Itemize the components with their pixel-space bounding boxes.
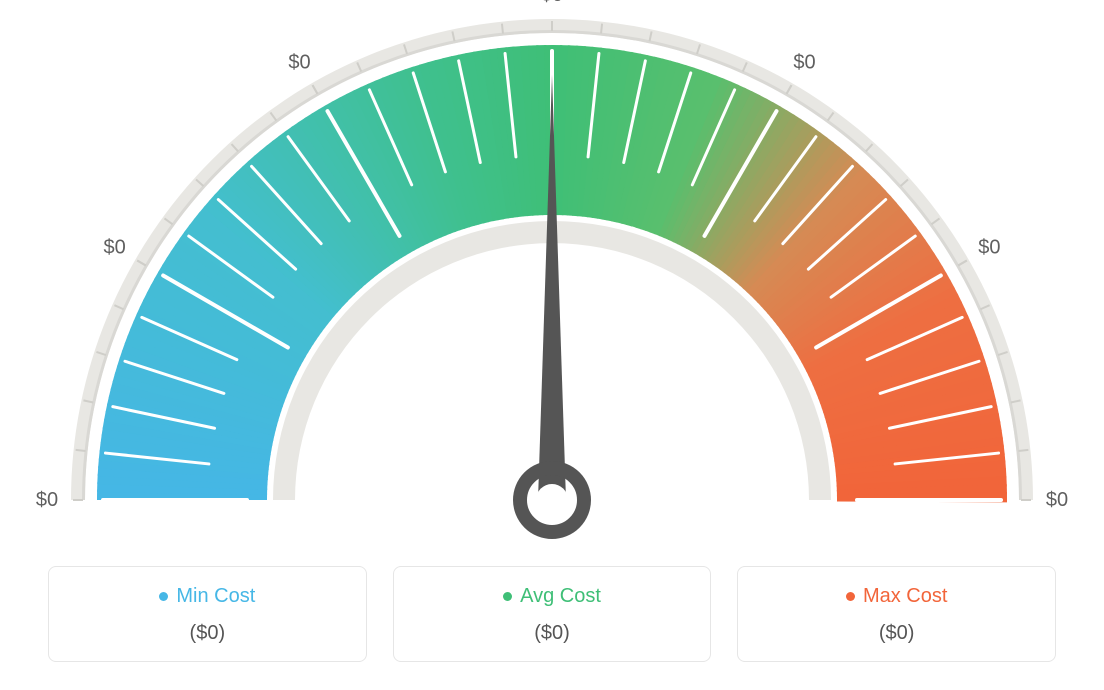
legend-label-min: Min Cost	[159, 585, 255, 608]
svg-text:$0: $0	[793, 52, 815, 74]
dot-icon	[503, 592, 512, 601]
legend-value-min: ($0)	[59, 622, 356, 645]
legend-value-avg: ($0)	[404, 622, 701, 645]
svg-text:$0: $0	[104, 237, 126, 259]
svg-text:$0: $0	[1046, 489, 1068, 511]
svg-text:$0: $0	[978, 237, 1000, 259]
legend-label-avg: Avg Cost	[503, 585, 601, 608]
legend-label-max: Max Cost	[846, 585, 947, 608]
gauge-chart: $0 $0 $0 $0 $0 $0 $0	[0, 0, 1104, 560]
legend-label-text: Min Cost	[176, 585, 255, 608]
svg-text:$0: $0	[36, 489, 58, 511]
dot-icon	[159, 592, 168, 601]
legend-card-avg: Avg Cost ($0)	[393, 566, 712, 662]
dot-icon	[846, 592, 855, 601]
legend-value-max: ($0)	[748, 622, 1045, 645]
svg-text:$0: $0	[288, 52, 310, 74]
legend-row: Min Cost ($0) Avg Cost ($0) Max Cost ($0…	[48, 566, 1056, 662]
legend-card-min: Min Cost ($0)	[48, 566, 367, 662]
legend-label-text: Avg Cost	[520, 585, 601, 608]
legend-label-text: Max Cost	[863, 585, 947, 608]
svg-text:$0: $0	[541, 0, 563, 6]
legend-card-max: Max Cost ($0)	[737, 566, 1056, 662]
